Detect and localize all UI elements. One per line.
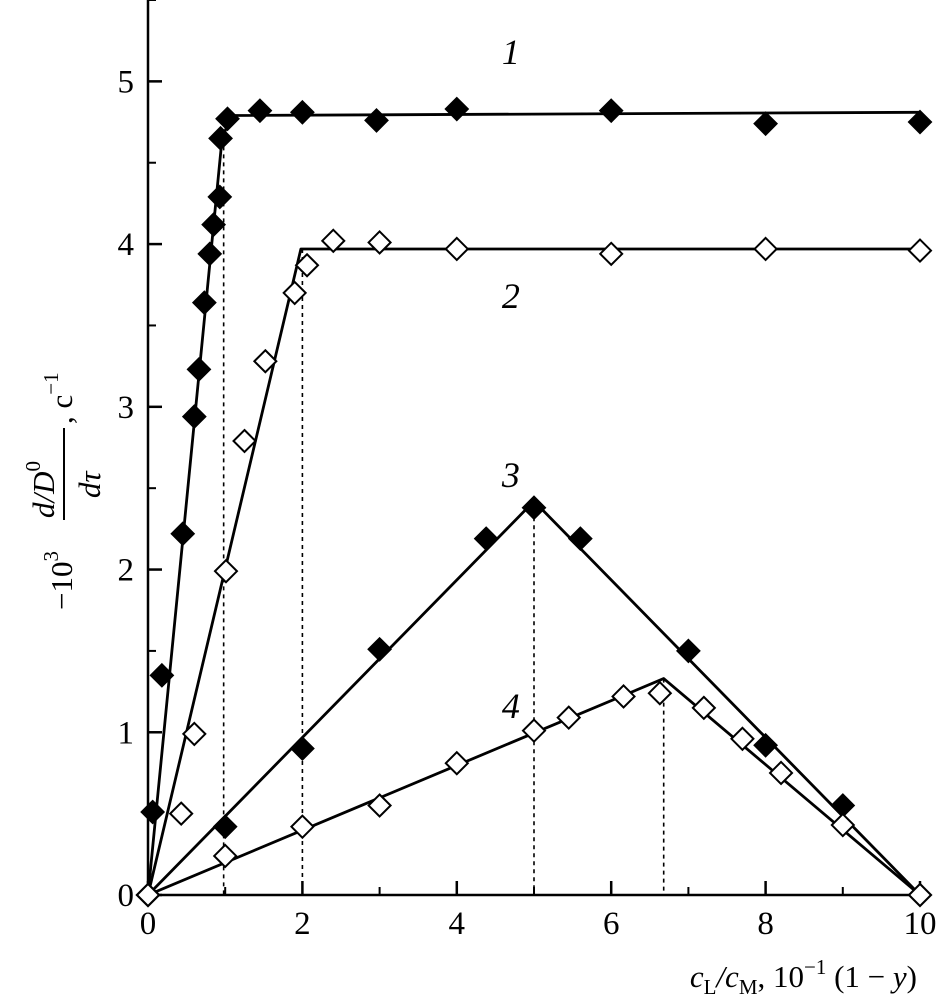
data-point-4 (691, 695, 717, 721)
y-tick-label: 3 (118, 390, 135, 426)
data-point-1 (186, 356, 212, 382)
y-title-prefix: −103 (39, 551, 79, 610)
y-tick-label: 1 (118, 715, 135, 751)
y-title-prefix-part: 3 (39, 551, 63, 562)
data-point-2 (907, 238, 933, 264)
curve-labels: 1 2 3 4 (501, 32, 520, 726)
x-tick-label: 4 (449, 906, 466, 942)
data-point-4 (730, 726, 755, 752)
data-point-2 (320, 228, 346, 254)
data-point-1 (289, 99, 315, 125)
data-point-2 (168, 801, 194, 827)
data-point-1 (907, 109, 933, 135)
data-points (135, 96, 933, 908)
data-point-4 (135, 882, 161, 908)
x-tick-label: 2 (294, 906, 311, 942)
data-point-2 (213, 558, 239, 584)
data-point-4 (212, 843, 238, 869)
data-point-4 (830, 812, 856, 838)
breakpoint-guides (222, 138, 665, 895)
data-point-1 (208, 125, 233, 151)
y-title-denominator: dτ (72, 470, 107, 499)
data-point-1 (364, 108, 389, 133)
data-point-4 (289, 814, 315, 840)
y-title-denominator-part: dτ (72, 470, 107, 499)
data-point-3 (675, 638, 701, 664)
data-point-2 (753, 236, 779, 262)
data-point-4 (611, 684, 636, 709)
x-axis-title: cL/cM, 10−1 (1 − y) (690, 955, 917, 999)
data-point-1 (753, 111, 779, 137)
x-tick-label: 10 (904, 906, 937, 942)
curve-label-2: 2 (502, 276, 520, 316)
data-point-1 (170, 521, 196, 547)
x-axis-title-part: L (704, 975, 717, 999)
x-axis-title-part: / (714, 959, 727, 994)
data-point-3 (212, 814, 238, 840)
x-axis-title-part: c (725, 959, 739, 994)
x-axis-title-part: (1 − (826, 959, 893, 994)
data-point-1 (444, 96, 470, 122)
x-axis-title-part: ) (907, 959, 917, 994)
curve-label-3: 3 (501, 455, 520, 495)
fit-line-2 (146, 247, 920, 896)
y-title-unit-part: , c (44, 395, 79, 424)
data-point-4 (444, 750, 470, 776)
data-point-3 (367, 636, 393, 662)
curve-label-4: 4 (502, 686, 520, 726)
data-point-4 (521, 718, 547, 744)
data-point-2 (598, 241, 624, 267)
data-point-1 (247, 98, 273, 124)
curve-label-1: 1 (502, 32, 520, 72)
data-point-2 (232, 428, 257, 454)
data-point-1 (215, 106, 240, 132)
data-point-3 (567, 526, 593, 552)
data-point-3 (521, 495, 547, 521)
y-tick-label: 0 (118, 878, 135, 914)
data-point-3 (753, 732, 779, 758)
data-point-1 (201, 212, 227, 237)
x-tick-label: 0 (140, 906, 157, 942)
data-point-4 (768, 760, 794, 786)
data-point-2 (282, 280, 308, 306)
data-point-1 (149, 662, 175, 688)
y-tick-label: 5 (118, 64, 135, 100)
y-title-prefix-part: −10 (44, 562, 79, 610)
data-point-2 (181, 721, 207, 747)
x-tick-label: 8 (757, 906, 774, 942)
data-point-3 (289, 736, 315, 761)
data-point-1 (140, 799, 166, 825)
y-title-numerator-part: d/D (26, 472, 61, 519)
data-point-2 (367, 230, 393, 255)
x-tick-label: 6 (603, 906, 620, 942)
x-axis-title-part: c (690, 959, 704, 994)
data-point-2 (444, 236, 470, 262)
data-point-1 (191, 290, 217, 316)
x-axis-title-part: −1 (804, 955, 826, 979)
data-point-4 (647, 680, 673, 706)
data-point-1 (207, 184, 233, 210)
data-point-4 (556, 705, 582, 731)
data-point-2 (294, 252, 320, 278)
y-title-unit: , c−1 (39, 372, 79, 424)
x-axis-title-part: M (739, 975, 758, 999)
x-axis-title-part: y (890, 959, 907, 994)
data-point-3 (473, 526, 499, 552)
data-point-1 (197, 241, 223, 267)
x-axis-title-part: , 10 (758, 959, 805, 994)
y-title-unit-part: −1 (39, 372, 63, 394)
data-point-4 (907, 882, 933, 908)
y-title-numerator: d/D0 (21, 461, 61, 518)
data-point-1 (181, 404, 207, 429)
data-point-2 (252, 348, 278, 374)
y-tick-label: 4 (118, 227, 135, 263)
y-tick-label: 2 (118, 553, 135, 589)
y-title-numerator-part: 0 (21, 461, 45, 472)
data-point-4 (367, 793, 393, 818)
axes: 0 2 4 6 8 10 0 1 2 3 4 5 (118, 0, 937, 942)
data-point-1 (598, 98, 624, 124)
